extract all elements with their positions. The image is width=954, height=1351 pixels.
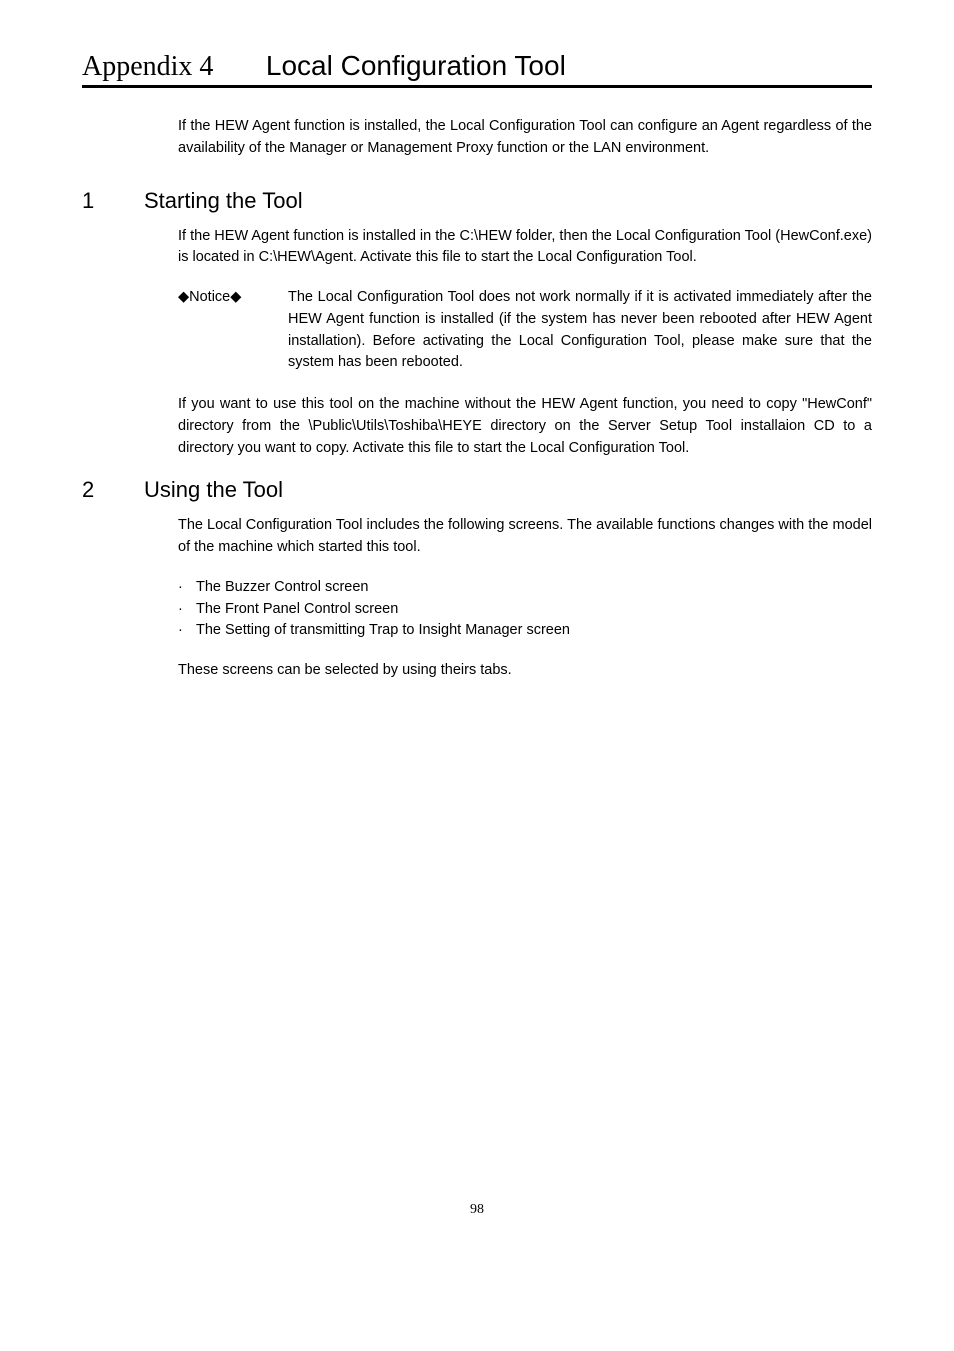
appendix-label: Appendix 4 bbox=[82, 51, 213, 82]
section-1-para-2: If you want to use this tool on the mach… bbox=[178, 394, 872, 459]
section-2-title: Using the Tool bbox=[144, 477, 283, 502]
section-1-heading: 1Starting the Tool bbox=[82, 188, 872, 214]
notice-label: ◆Notice◆ bbox=[178, 287, 288, 374]
section-2-number: 2 bbox=[82, 477, 144, 503]
notice-text: The Local Configuration Tool does not wo… bbox=[288, 287, 872, 374]
list-item: The Setting of transmitting Trap to Insi… bbox=[178, 620, 872, 642]
bullet-list: The Buzzer Control screen The Front Pane… bbox=[178, 577, 872, 642]
section-1-number: 1 bbox=[82, 188, 144, 214]
page-number: 98 bbox=[82, 1202, 872, 1218]
page-title-row: Appendix 4 Local Configuration Tool bbox=[82, 50, 872, 88]
list-item: The Front Panel Control screen bbox=[178, 599, 872, 621]
section-2-heading: 2Using the Tool bbox=[82, 477, 872, 503]
section-2-para-2: These screens can be selected by using t… bbox=[178, 660, 872, 682]
intro-paragraph: If the HEW Agent function is installed, … bbox=[178, 116, 872, 160]
document-page: Appendix 4 Local Configuration Tool If t… bbox=[0, 0, 954, 1268]
section-1-title: Starting the Tool bbox=[144, 188, 303, 213]
page-title: Local Configuration Tool bbox=[266, 50, 566, 81]
section-1-para-1: If the HEW Agent function is installed i… bbox=[178, 226, 872, 270]
section-2-para-1: The Local Configuration Tool includes th… bbox=[178, 515, 872, 559]
notice-block: ◆Notice◆ The Local Configuration Tool do… bbox=[178, 287, 872, 374]
list-item: The Buzzer Control screen bbox=[178, 577, 872, 599]
